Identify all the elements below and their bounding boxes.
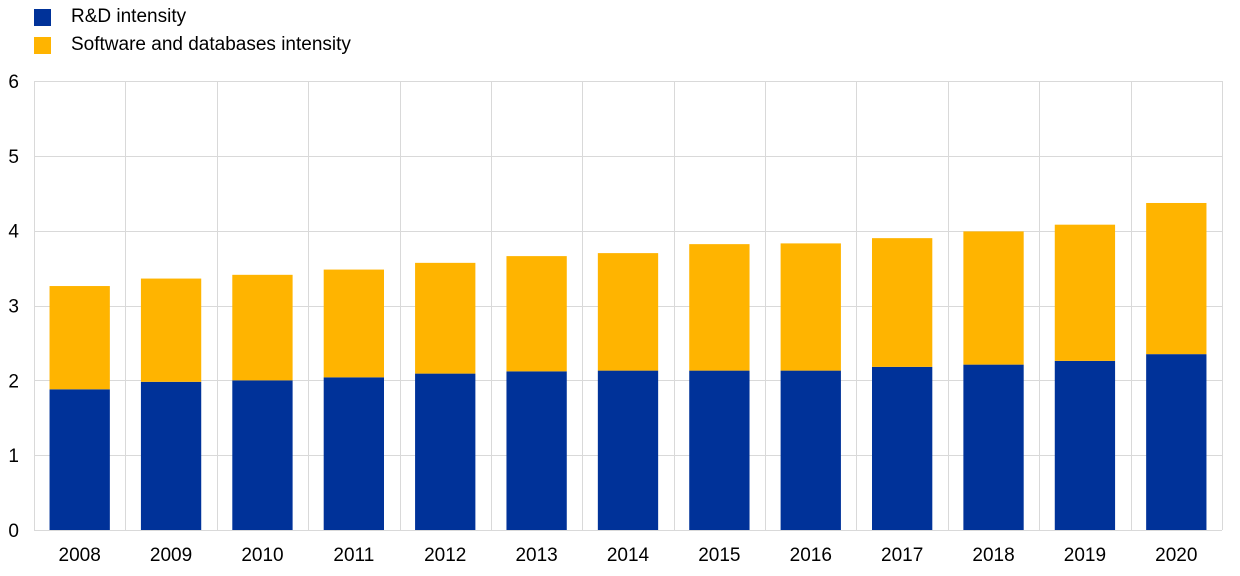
bar-software-2008 [49, 286, 110, 390]
x-tick-label: 2018 [972, 545, 1014, 566]
bar-software-2020 [1146, 202, 1207, 355]
y-tick-label: 6 [8, 72, 19, 93]
bar-software-2010 [232, 274, 293, 381]
bar-rd-2013 [506, 371, 567, 530]
bar-rd-2009 [140, 381, 202, 530]
bar-rd-2008 [49, 389, 110, 530]
bar-rd-2012 [415, 373, 476, 530]
x-tick-label: 2020 [1155, 545, 1197, 566]
bar-rd-2018 [963, 364, 1024, 530]
legend-label-software: Software and databases intensity [71, 34, 351, 55]
legend-swatch-software [34, 36, 51, 54]
bar-rd-2014 [597, 370, 659, 530]
bar-rd-2020 [1146, 354, 1207, 530]
x-tick-label: 2013 [515, 545, 557, 566]
y-tick-label: 4 [8, 222, 19, 243]
x-tick-label: 2015 [698, 545, 740, 566]
y-tick-label: 5 [8, 147, 19, 168]
legend-item-rd: R&D intensity [34, 3, 351, 31]
x-tick-label: 2009 [150, 545, 192, 566]
bar-rd-2015 [689, 370, 750, 530]
x-tick-label: 2019 [1064, 545, 1106, 566]
bar-software-2009 [140, 278, 202, 382]
x-tick-label: 2017 [881, 545, 923, 566]
x-tick-label: 2010 [241, 545, 283, 566]
bar-software-2011 [323, 269, 384, 378]
x-tick-label: 2011 [333, 545, 374, 566]
y-tick-label: 0 [8, 521, 19, 542]
x-tick-label: 2016 [790, 545, 832, 566]
bar-software-2017 [872, 238, 933, 367]
y-tick-label: 3 [8, 297, 19, 318]
x-tick-label: 2008 [59, 545, 101, 566]
bar-rd-2010 [232, 380, 293, 530]
legend-swatch-rd [34, 8, 51, 26]
bar-software-2016 [780, 243, 841, 371]
bar-software-2019 [1054, 224, 1116, 361]
y-tick-label: 2 [8, 371, 19, 392]
legend-item-software: Software and databases intensity [34, 31, 351, 59]
bar-rd-2017 [872, 366, 933, 530]
bar-software-2018 [963, 231, 1024, 365]
bar-software-2015 [689, 244, 750, 371]
legend-label-rd: R&D intensity [71, 6, 187, 27]
bar-rd-2019 [1054, 360, 1116, 530]
bar-software-2014 [597, 253, 659, 371]
bar-rd-2011 [323, 377, 384, 530]
y-tick-label: 1 [8, 446, 19, 467]
x-tick-label: 2014 [607, 545, 650, 566]
bar-software-2012 [415, 262, 476, 374]
bar-software-2013 [506, 256, 567, 372]
x-tick-label: 2012 [424, 545, 466, 566]
legend: R&D intensity Software and databases int… [34, 3, 351, 59]
bar-rd-2016 [780, 370, 841, 530]
